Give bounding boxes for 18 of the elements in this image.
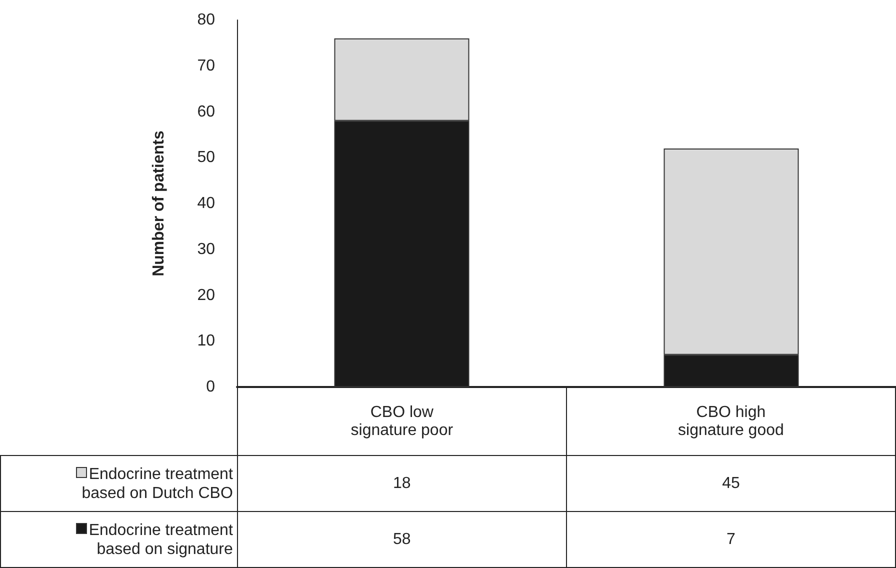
data-label: 45 <box>566 456 896 512</box>
x-tick-label: CBO high signature good <box>566 388 896 456</box>
legend-label: Endocrine treatment based on signature <box>88 520 233 558</box>
y-tick-label: 40 <box>197 195 216 212</box>
y-tick-label: 50 <box>197 149 216 166</box>
y-tick-label: 30 <box>197 240 216 258</box>
data-label: 18 <box>237 456 566 512</box>
y-tick-label: 10 <box>197 332 216 350</box>
y-tick-label: 20 <box>197 286 216 304</box>
y-tick-label: 0 <box>206 378 216 396</box>
y-axis-title: Number of patients <box>150 130 168 276</box>
data-label: 58 <box>237 512 566 568</box>
data-label: 7 <box>566 512 896 568</box>
y-tick-label: 80 <box>197 12 216 28</box>
legend-label: Endocrine treatment based on Dutch CBO <box>80 464 233 502</box>
y-tick-label: 60 <box>197 103 216 120</box>
x-tick-label: CBO low signature poor <box>237 388 566 456</box>
y-tick-label: 70 <box>197 57 216 74</box>
